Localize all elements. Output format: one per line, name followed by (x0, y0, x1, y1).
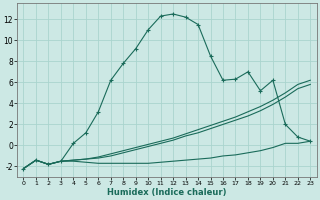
X-axis label: Humidex (Indice chaleur): Humidex (Indice chaleur) (107, 188, 227, 197)
